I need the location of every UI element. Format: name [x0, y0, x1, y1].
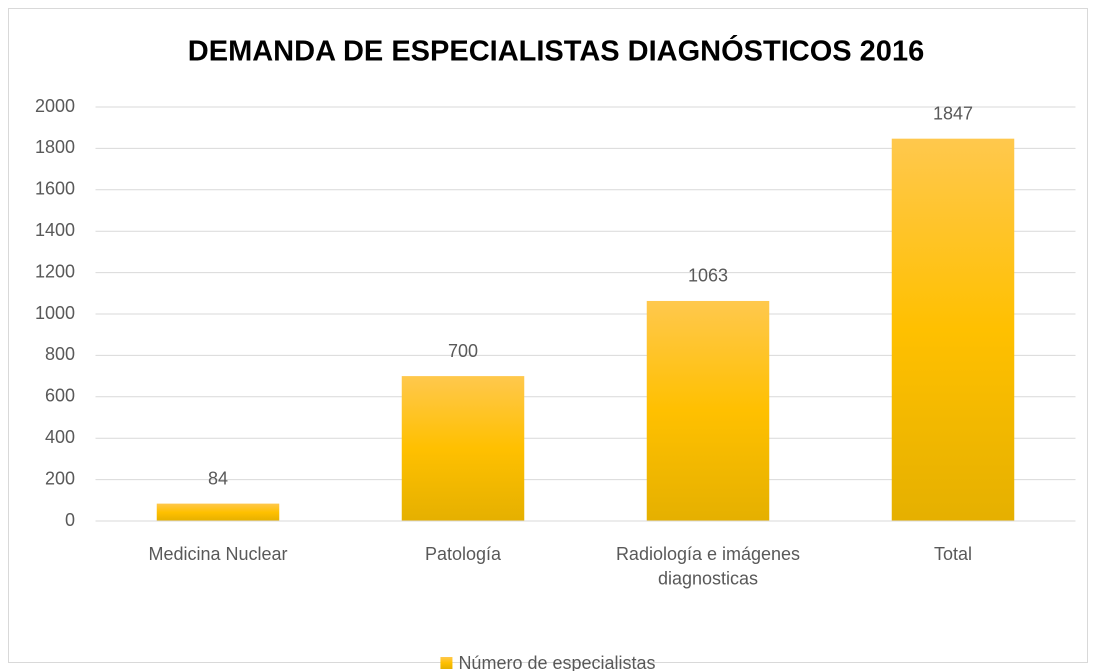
- y-tick-label: 1400: [35, 220, 75, 240]
- y-tick-label: 1600: [35, 179, 75, 199]
- bar: [156, 503, 280, 521]
- y-tick-label: 800: [45, 344, 75, 364]
- y-tick-label: 1200: [35, 261, 75, 281]
- y-tick-label: 200: [45, 468, 75, 488]
- bar: [891, 138, 1015, 521]
- y-tick-label: 1000: [35, 303, 75, 323]
- data-label: 84: [208, 468, 228, 488]
- y-tick-label: 2000: [35, 96, 75, 116]
- x-tick-label: Radiología e imágenes diagnosticas: [616, 544, 800, 588]
- data-label: 700: [448, 341, 478, 361]
- legend-label: Número de especialistas: [458, 653, 655, 671]
- y-tick-label: 0: [65, 510, 75, 530]
- y-tick-label: 600: [45, 386, 75, 406]
- chart-title: DEMANDA DE ESPECIALISTAS DIAGNÓSTICOS 20…: [188, 34, 924, 68]
- y-tick-label: 400: [45, 427, 75, 447]
- x-tick-label: Patología: [425, 544, 502, 564]
- x-tick-label: Medicina Nuclear: [148, 544, 287, 564]
- bar: [401, 376, 525, 521]
- bar: [646, 300, 770, 521]
- x-tick-label: Total: [934, 544, 972, 564]
- y-tick-label: 1800: [35, 137, 75, 157]
- legend-swatch: [440, 657, 453, 669]
- data-label: 1063: [688, 266, 728, 286]
- data-label: 1847: [933, 103, 973, 123]
